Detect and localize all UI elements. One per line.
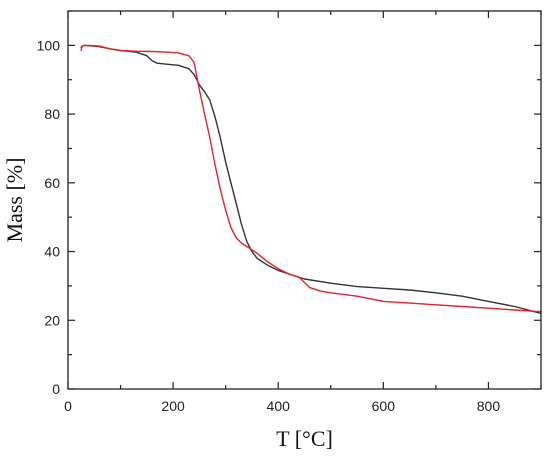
x-tick-label: 600 bbox=[372, 398, 396, 414]
series-line-2 bbox=[80, 44, 542, 313]
y-tick-label: 60 bbox=[44, 175, 60, 191]
series-line-1 bbox=[80, 44, 542, 315]
plot-frame bbox=[67, 10, 542, 390]
series-layer bbox=[80, 44, 542, 315]
ticks-layer: 0 200 400 600 800 0 20 40 60 80 100 bbox=[37, 10, 542, 414]
y-tick-label: 100 bbox=[37, 37, 61, 53]
x-tick-label: 200 bbox=[161, 398, 185, 414]
y-axis-label: Mass [%] bbox=[2, 158, 27, 243]
y-tick-label: 0 bbox=[52, 381, 60, 397]
x-tick-label: 800 bbox=[477, 398, 501, 414]
x-tick-label: 0 bbox=[64, 398, 72, 414]
plot-area: 0 200 400 600 800 0 20 40 60 80 100 bbox=[37, 10, 542, 414]
x-axis-label: T [°C] bbox=[276, 426, 333, 451]
y-tick-label: 40 bbox=[44, 244, 60, 260]
x-tick-label: 400 bbox=[267, 398, 291, 414]
y-tick-label: 80 bbox=[44, 106, 60, 122]
y-tick-label: 20 bbox=[44, 312, 60, 328]
